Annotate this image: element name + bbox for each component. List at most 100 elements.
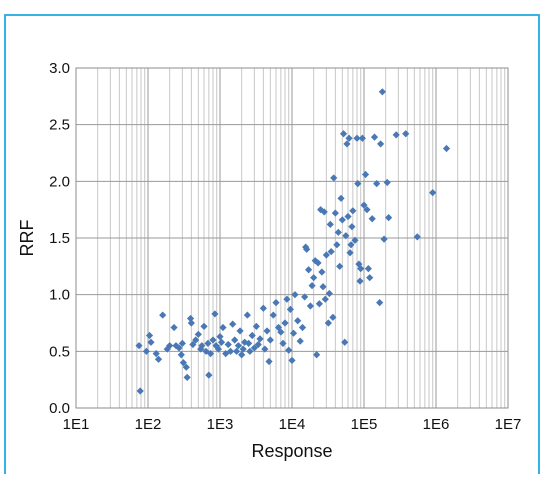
data-point — [310, 274, 318, 282]
data-point — [364, 265, 372, 273]
data-point — [301, 293, 309, 301]
data-point — [338, 216, 346, 224]
data-point — [383, 178, 391, 187]
data-point — [347, 241, 355, 249]
y-tick-label: 3.0 — [49, 60, 70, 77]
data-point — [296, 337, 304, 345]
x-tick-label: 1E1 — [63, 416, 90, 433]
y-tick-label: 0.5 — [49, 343, 70, 360]
data-point — [243, 311, 251, 319]
data-point — [236, 327, 244, 335]
data-point — [189, 340, 197, 349]
data-point — [265, 357, 273, 366]
data-point — [333, 241, 341, 249]
data-point — [261, 345, 269, 353]
data-point — [331, 209, 339, 217]
data-point — [269, 311, 277, 319]
data-point — [259, 304, 267, 312]
data-point — [321, 295, 329, 303]
data-point — [263, 327, 271, 335]
data-point — [200, 322, 208, 330]
data-point — [368, 215, 376, 223]
data-point — [154, 355, 163, 363]
data-point — [147, 338, 155, 346]
data-point — [222, 350, 230, 358]
data-point — [231, 336, 239, 344]
data-point — [159, 311, 167, 319]
data-point — [234, 342, 242, 350]
data-point — [205, 371, 213, 379]
data-point — [308, 282, 316, 290]
data-point — [366, 274, 374, 282]
data-point — [198, 342, 206, 350]
data-point — [344, 212, 352, 221]
data-point — [376, 299, 384, 307]
data-point — [380, 235, 388, 243]
data-point — [363, 206, 371, 214]
data-point — [385, 214, 393, 222]
data-point — [358, 134, 366, 142]
data-point — [172, 342, 180, 350]
data-point — [294, 317, 302, 325]
data-point — [281, 319, 289, 327]
data-point — [163, 345, 171, 353]
data-point — [298, 323, 307, 332]
data-point — [320, 208, 328, 216]
x-tick-label: 1E6 — [423, 416, 450, 433]
data-point — [212, 342, 220, 350]
data-point — [329, 313, 337, 321]
data-point — [306, 302, 314, 310]
data-point — [376, 140, 385, 148]
x-tick-label: 1E4 — [279, 416, 306, 433]
data-point — [219, 323, 227, 332]
data-point — [288, 356, 296, 364]
data-point — [378, 88, 386, 96]
data-point — [303, 245, 311, 253]
data-point — [186, 314, 195, 323]
data-point — [370, 133, 379, 141]
data-point — [322, 251, 330, 259]
data-point — [166, 342, 174, 350]
data-point — [214, 345, 222, 353]
data-point — [206, 350, 215, 358]
data-point — [194, 330, 202, 338]
y-tick-label: 2.0 — [49, 173, 70, 190]
x-tick-label: 1E7 — [495, 416, 522, 433]
data-point — [277, 328, 285, 336]
data-point — [361, 170, 370, 179]
data-point — [216, 333, 224, 341]
data-point — [239, 345, 247, 353]
data-point — [256, 335, 264, 343]
y-axis-title: RRF — [17, 220, 37, 257]
data-point — [211, 310, 219, 318]
x-tick-label: 1E3 — [207, 416, 234, 433]
tick-labels: 1E1 1E2 1E3 1E4 1E5 1E6 1E7 0.0 0.5 1.0 1.5 2.0 2.5 3… — [49, 60, 521, 433]
data-point — [351, 236, 359, 244]
data-point — [217, 338, 226, 346]
y-tick-label: 2.5 — [49, 117, 70, 134]
data-point — [197, 345, 205, 353]
data-point — [175, 344, 183, 352]
x-tick-label: 1E5 — [351, 416, 378, 433]
data-point — [341, 338, 349, 346]
data-point — [346, 249, 354, 257]
data-point — [136, 387, 144, 395]
data-point — [402, 130, 410, 138]
data-point — [170, 323, 178, 332]
data-point — [392, 131, 400, 139]
data-point — [229, 320, 237, 328]
data-point — [252, 322, 260, 330]
data-point — [442, 144, 451, 153]
data-point — [325, 289, 333, 298]
y-tick-label: 1.0 — [49, 287, 70, 304]
data-point — [342, 232, 350, 240]
data-point — [224, 340, 232, 349]
data-point — [348, 223, 356, 231]
data-point — [413, 233, 421, 241]
data-point — [183, 373, 191, 381]
chart-frame: 1E1 1E2 1E3 1E4 1E5 1E6 1E7 0.0 0.5 1.0 1.5 2.0 2.5 3… — [4, 14, 540, 474]
data-point — [182, 363, 190, 371]
data-points — [135, 88, 451, 395]
data-point — [238, 351, 246, 359]
data-point — [226, 347, 235, 355]
